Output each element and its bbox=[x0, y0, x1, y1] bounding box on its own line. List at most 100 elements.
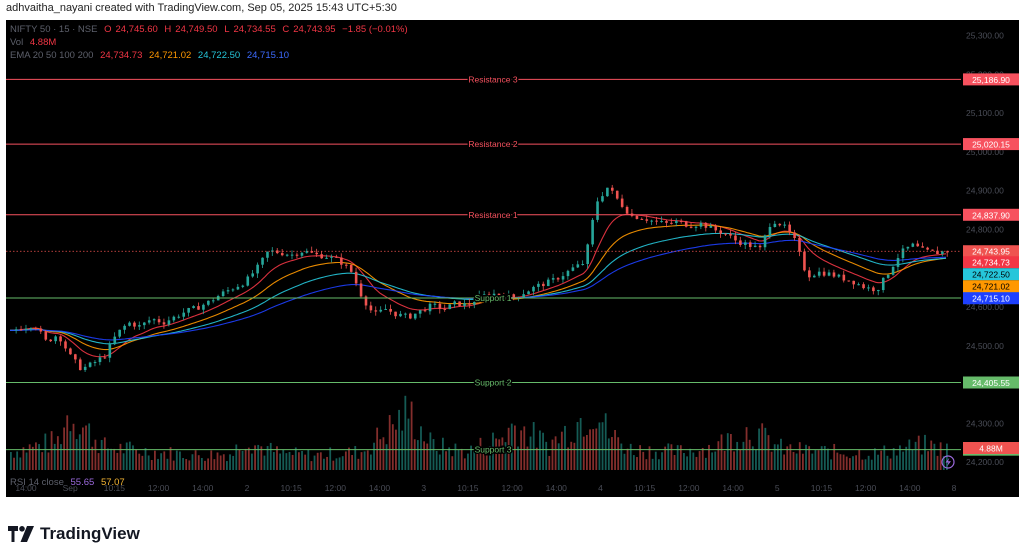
volume-bar bbox=[348, 447, 350, 470]
candle-body bbox=[566, 270, 570, 277]
level-price-tag bbox=[963, 73, 1019, 86]
volume-bar bbox=[730, 434, 732, 470]
volume-bar bbox=[504, 442, 507, 470]
candle-body bbox=[812, 275, 816, 278]
legend-symbol[interactable]: NIFTY 50 · 15 · NSE bbox=[10, 24, 98, 35]
volume-bar bbox=[611, 437, 613, 470]
volume-bar bbox=[598, 422, 601, 470]
volume-bar bbox=[632, 455, 635, 470]
volume-bar bbox=[764, 427, 767, 470]
volume-bar bbox=[207, 458, 210, 470]
candle-body bbox=[753, 245, 757, 247]
candle-body bbox=[453, 301, 456, 305]
volume-bar bbox=[780, 438, 782, 470]
volume-bar bbox=[767, 435, 770, 470]
volume-bar bbox=[404, 395, 407, 470]
chart-panel[interactable]: 25,300.0025,200.0025,100.0025,000.0024,9… bbox=[6, 20, 1019, 497]
volume-bar bbox=[307, 449, 310, 470]
volume-bar bbox=[235, 444, 238, 470]
legend-high-label: H bbox=[164, 24, 172, 35]
volume-bar bbox=[936, 455, 939, 470]
volume-bar bbox=[210, 450, 213, 470]
volume-bar bbox=[438, 454, 441, 470]
candle-body bbox=[34, 328, 38, 330]
volume-bar bbox=[895, 455, 898, 470]
volume-bar bbox=[119, 443, 122, 470]
volume-bar bbox=[636, 457, 638, 470]
volume-bar bbox=[514, 425, 516, 470]
volume-bar bbox=[432, 439, 435, 470]
candle-body bbox=[684, 221, 688, 227]
candle-body bbox=[679, 220, 683, 222]
price-tick-label: 24,800.00 bbox=[966, 224, 1004, 234]
volume-bar bbox=[817, 450, 820, 470]
legend-rsi-label[interactable]: RSI 14 close bbox=[10, 477, 64, 488]
price-tick-label: 24,300.00 bbox=[966, 418, 1004, 428]
candle-body bbox=[354, 271, 358, 284]
volume-bar bbox=[467, 453, 469, 470]
candle-body bbox=[936, 250, 939, 255]
time-tick-label: 2 bbox=[245, 483, 250, 493]
volume-bar bbox=[197, 455, 200, 470]
volume-bar bbox=[783, 454, 786, 470]
volume-bar bbox=[654, 451, 657, 470]
volume-bar bbox=[848, 458, 851, 470]
candle-body bbox=[394, 311, 397, 317]
volume-bar bbox=[319, 452, 322, 470]
candle-body bbox=[921, 246, 924, 248]
volume-bar bbox=[911, 449, 914, 470]
price-tick-label: 25,300.00 bbox=[966, 31, 1004, 41]
volume-bar bbox=[373, 442, 375, 470]
volume-bar bbox=[463, 458, 466, 470]
volume-bar bbox=[25, 452, 28, 470]
candle-body bbox=[946, 251, 949, 253]
volume-bar bbox=[792, 451, 795, 470]
chart-canvas[interactable]: 25,300.0025,200.0025,100.0025,000.0024,9… bbox=[6, 20, 1019, 497]
candle-body bbox=[798, 237, 801, 252]
volume-bar bbox=[880, 450, 883, 470]
legend-ema-label[interactable]: EMA 20 50 100 200 bbox=[10, 50, 94, 61]
candle-body bbox=[39, 328, 43, 332]
volume-bar bbox=[100, 439, 103, 470]
candle-body bbox=[226, 290, 230, 292]
candle-body bbox=[305, 250, 309, 253]
lightning-icon[interactable] bbox=[941, 455, 955, 469]
volume-bar bbox=[836, 452, 839, 470]
candle-body bbox=[847, 280, 851, 282]
volume-bar bbox=[883, 445, 886, 470]
volume-bar bbox=[874, 448, 876, 470]
level-price-label: 25,186.90 bbox=[972, 75, 1010, 85]
volume-bar bbox=[720, 434, 723, 470]
candle-body bbox=[502, 295, 506, 299]
time-tick-label: 10:15 bbox=[811, 483, 833, 493]
volume-bar bbox=[445, 451, 447, 470]
volume-bar bbox=[216, 452, 219, 470]
legend-low-label: L bbox=[224, 24, 230, 35]
candle-body bbox=[532, 286, 535, 292]
time-tick-label: 12:00 bbox=[148, 483, 170, 493]
volume-bar bbox=[842, 454, 845, 470]
candle-body bbox=[537, 283, 540, 287]
candle-body bbox=[886, 274, 890, 278]
volume-bar bbox=[698, 451, 701, 470]
legend-volume-label[interactable]: Vol bbox=[10, 37, 24, 48]
time-tick-label: 12:00 bbox=[501, 483, 523, 493]
volume-bar bbox=[420, 426, 422, 470]
candle-body bbox=[635, 215, 639, 219]
volume-bar bbox=[564, 425, 566, 470]
volume-bar bbox=[736, 441, 739, 470]
candle-body bbox=[98, 357, 102, 363]
candle-body bbox=[251, 273, 254, 277]
candle-body bbox=[724, 233, 727, 235]
candle-body bbox=[379, 309, 383, 312]
volume-bar bbox=[200, 457, 203, 470]
legend-ohlc-row: NIFTY 50 · 15 · NSE O 24,745.60 H 24,749.5… bbox=[10, 24, 416, 35]
volume-bar bbox=[263, 455, 266, 470]
volume-bar bbox=[91, 446, 94, 470]
legend-rsi-row: RSI 14 close 55.65 57.07 bbox=[10, 477, 129, 488]
volume-bar bbox=[222, 454, 225, 470]
time-tick-label: 14:00 bbox=[369, 483, 391, 493]
legend-open-label: O bbox=[104, 24, 112, 35]
candle-body bbox=[320, 254, 323, 259]
volume-bar bbox=[219, 455, 222, 470]
